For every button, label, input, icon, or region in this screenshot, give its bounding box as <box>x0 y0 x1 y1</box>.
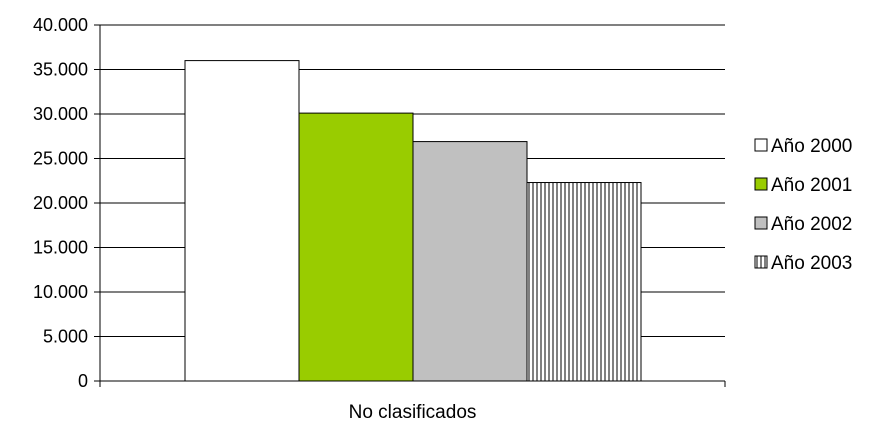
legend-label: Año 2003 <box>771 253 852 274</box>
legend-swatch <box>754 177 768 191</box>
axes <box>99 25 726 387</box>
legend-label: Año 2001 <box>771 175 852 196</box>
y-tick-label: 5.000 <box>43 327 88 347</box>
y-tick-label: 25.000 <box>33 149 88 169</box>
x-axis-categories: No clasificados <box>349 402 477 423</box>
bar-a-o-2001 <box>298 112 414 382</box>
legend-swatch <box>754 255 768 269</box>
x-category-label: No clasificados <box>349 402 477 423</box>
y-axis-ticks: 0 5.000 10.000 15.000 20.000 25.000 30.000 35.0… <box>33 15 100 391</box>
legend-label: Año 2000 <box>771 136 852 157</box>
y-tick-label: 0 <box>78 371 88 391</box>
legend: Año 2000 Año 2001 Año 2002 Año 2003 <box>754 136 852 274</box>
legend-label: Año 2002 <box>771 214 852 235</box>
legend-swatch <box>754 216 768 230</box>
bar-a-o-2002 <box>412 141 528 382</box>
bar-a-o-2000 <box>184 60 300 382</box>
legend-swatch <box>754 138 768 152</box>
y-tick-label: 40.000 <box>33 15 88 35</box>
y-tick-label: 15.000 <box>33 238 88 258</box>
y-tick-label: 35.000 <box>33 60 88 80</box>
y-tick-label: 10.000 <box>33 282 88 302</box>
y-tick-label: 20.000 <box>33 193 88 213</box>
bars <box>184 60 642 382</box>
y-tick-label: 30.000 <box>33 104 88 124</box>
bar-a-o-2003 <box>526 182 642 382</box>
